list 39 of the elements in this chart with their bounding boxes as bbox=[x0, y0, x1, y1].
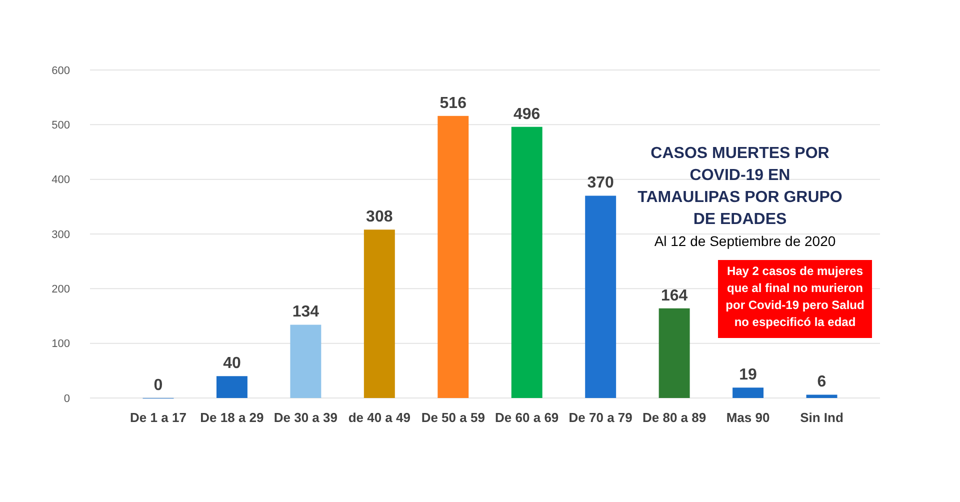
bar bbox=[732, 388, 764, 398]
annotation: Hay 2 casos de mujeres que al final no murieron por Covid-19 pero Salud no especificó la edad bbox=[726, 264, 864, 329]
x-tick-label: De 1 a 17 bbox=[130, 410, 186, 425]
bar bbox=[364, 230, 395, 398]
y-tick-label: 200 bbox=[52, 284, 70, 296]
bar bbox=[290, 324, 322, 398]
bar bbox=[658, 308, 690, 398]
data-label: 164 bbox=[660, 287, 688, 304]
bar bbox=[511, 126, 542, 398]
data-label: 6 bbox=[817, 374, 826, 391]
y-tick-label: 500 bbox=[52, 120, 70, 132]
x-tick-label: De 18 a 29 bbox=[200, 410, 264, 425]
bar bbox=[585, 196, 616, 398]
x-tick-label: De 70 a 79 bbox=[568, 410, 632, 425]
text: Al 12 de Septiembre de 2020 bbox=[654, 233, 836, 249]
data-label: 0 bbox=[154, 377, 163, 394]
data-label: 370 bbox=[587, 174, 614, 192]
x-tick-label: De 80 a 89 bbox=[642, 410, 706, 425]
y-tick-label: 100 bbox=[52, 338, 70, 350]
data-label: 134 bbox=[292, 304, 320, 321]
bar bbox=[438, 116, 469, 398]
x-tick-label: De 30 a 39 bbox=[274, 410, 338, 425]
x-tick-label: Mas 90 bbox=[726, 410, 770, 425]
y-tick-label: 600 bbox=[52, 64, 70, 77]
data-label: 40 bbox=[223, 355, 241, 372]
x-tick-label: De 60 a 69 bbox=[495, 410, 559, 425]
x-tick-label: De 50 a 59 bbox=[421, 410, 485, 425]
data-label: 516 bbox=[440, 94, 467, 112]
data-label: 496 bbox=[514, 106, 540, 123]
y-tick-label: 0 bbox=[64, 392, 70, 405]
text: CASOS MUERTES POR COVID-19 EN TAMAULIPAS POR GRUPO DE EDADES bbox=[638, 145, 842, 228]
bar bbox=[806, 394, 838, 398]
data-label: 19 bbox=[739, 366, 758, 384]
y-tick-label: 300 bbox=[52, 228, 70, 241]
x-tick-label: Sin Ind bbox=[800, 410, 844, 425]
x-tick-label: de 40 a 49 bbox=[348, 410, 410, 425]
y-tick-label: 400 bbox=[52, 174, 70, 186]
data-label: 308 bbox=[366, 208, 393, 226]
bar bbox=[216, 376, 248, 398]
